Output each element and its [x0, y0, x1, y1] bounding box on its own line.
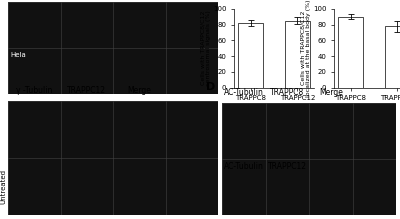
- Text: RPE1: RPE1: [10, 98, 28, 104]
- Y-axis label: Cells with TRAPPC8/C12
centrosomal signals (%): Cells with TRAPPC8/C12 centrosomal signa…: [201, 10, 212, 86]
- Text: γ -Tubulin: γ -Tubulin: [16, 86, 52, 95]
- Text: Merge: Merge: [319, 88, 343, 97]
- Text: Untreated: Untreated: [0, 169, 6, 204]
- Bar: [338, 17, 364, 88]
- Bar: [384, 26, 400, 88]
- Y-axis label: Cells with TRAPPC8/C12
localized at the basal body (%): Cells with TRAPPC8/C12 localized at the …: [301, 0, 312, 97]
- Bar: [238, 23, 264, 88]
- Text: AC-Tubulin: AC-Tubulin: [224, 88, 264, 97]
- Bar: [284, 21, 310, 88]
- Text: D: D: [206, 82, 215, 92]
- Text: TRAPPC12: TRAPPC12: [268, 162, 307, 171]
- Text: TRAPPC12: TRAPPC12: [67, 86, 106, 95]
- Text: Merge: Merge: [127, 86, 151, 95]
- Text: AC-Tubulin: AC-Tubulin: [224, 162, 264, 171]
- Text: Hela: Hela: [10, 52, 26, 58]
- Text: TRAPPC8: TRAPPC8: [270, 88, 304, 97]
